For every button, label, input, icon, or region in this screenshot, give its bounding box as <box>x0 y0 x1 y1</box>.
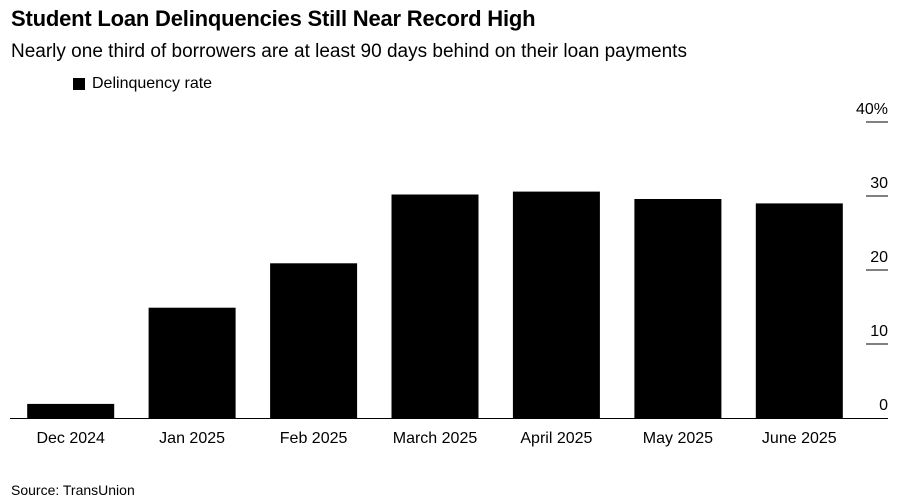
bar-april-2025 <box>512 191 600 418</box>
source-note: Source: TransUnion <box>11 482 135 498</box>
bar-dec-2024 <box>27 403 115 418</box>
legend: Delinquency rate <box>73 75 212 93</box>
bar-may-2025 <box>634 199 722 418</box>
bar-march-2025 <box>391 194 479 418</box>
y-tick-label: 20 <box>870 249 888 266</box>
y-tick-label: 10 <box>870 323 888 340</box>
x-axis-labels: Dec 2024 Jan 2025 Feb 2025 March 2025 April … <box>36 430 836 447</box>
y-tick-label: 40% <box>856 101 888 118</box>
x-tick-label: Feb 2025 <box>280 430 348 447</box>
x-tick-label: Jan 2025 <box>159 430 225 447</box>
x-tick-label: April 2025 <box>520 430 592 447</box>
x-tick-label: March 2025 <box>393 430 478 447</box>
y-tick-label: 30 <box>870 175 888 192</box>
x-tick-label: May 2025 <box>643 430 713 447</box>
x-tick-label: June 2025 <box>762 430 837 447</box>
legend-label: Delinquency rate <box>92 75 213 92</box>
bar-jan-2025 <box>148 307 236 418</box>
bar-feb-2025 <box>270 263 358 418</box>
x-tick-label: Dec 2024 <box>36 430 105 447</box>
chart-title: Student Loan Delinquencies Still Near Re… <box>11 6 536 31</box>
y-tick-label: 0 <box>879 397 888 414</box>
chart-subtitle: Nearly one third of borrowers are at lea… <box>11 41 687 62</box>
bars-group <box>27 191 843 418</box>
legend-swatch <box>73 78 85 90</box>
bar-june-2025 <box>755 203 843 418</box>
y-axis: 0 10 20 30 40% <box>856 101 888 414</box>
